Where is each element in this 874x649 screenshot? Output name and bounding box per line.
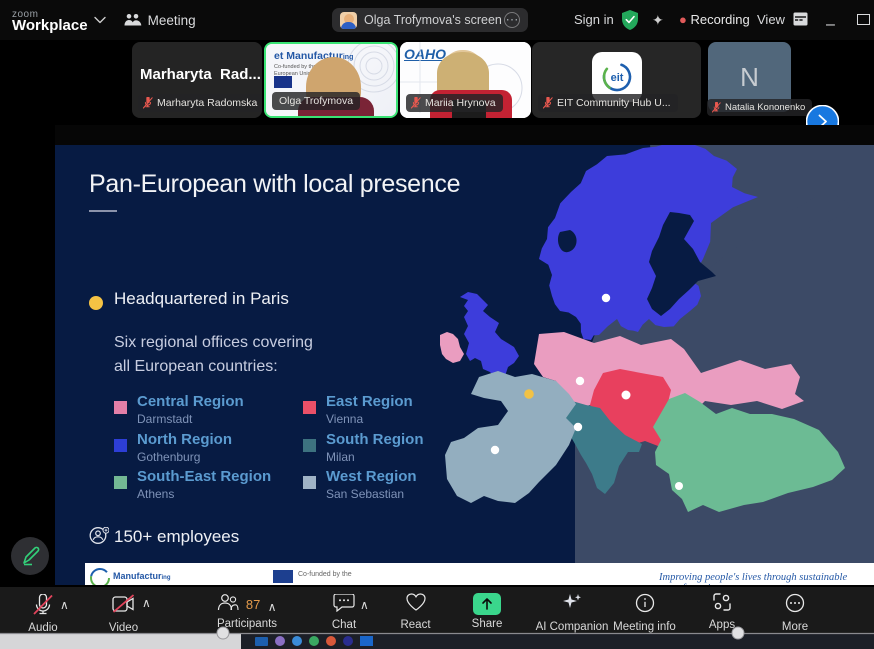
svg-text:eit: eit [611, 72, 624, 84]
